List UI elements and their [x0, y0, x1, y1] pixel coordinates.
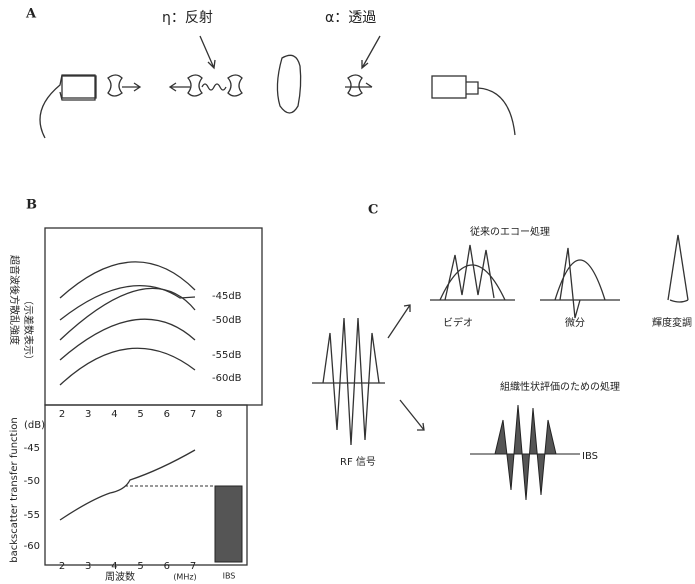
- x-tick-label: 4: [111, 561, 117, 572]
- x-tick-label: 5: [137, 561, 143, 572]
- y-axis-label: 超音波後方散乱強度: [8, 255, 21, 345]
- x-axis-label: 周波数: [105, 570, 135, 583]
- heading: 組織性状評価のための処理: [500, 380, 620, 393]
- caption: ビデオ: [443, 316, 473, 329]
- x-tick-label: 3: [85, 561, 91, 572]
- curve-label: -45dB: [212, 291, 242, 302]
- y-axis-label: backscatter transfer function: [9, 417, 20, 562]
- x-tick-label: 6: [164, 409, 170, 420]
- y-tick-label: -60: [24, 541, 40, 552]
- caption: 輝度変調: [652, 316, 692, 329]
- waveforms: [312, 235, 688, 445]
- x-axis-unit: (MHz): [173, 573, 196, 582]
- reflection-label: η：反射: [162, 10, 213, 26]
- ibs-bar: [215, 486, 242, 562]
- ibs-waveform: [490, 405, 556, 500]
- caption: 微分: [565, 316, 585, 329]
- transmission-label: α：透過: [325, 10, 376, 26]
- y-axis-sublabel: （示差数表示）: [22, 295, 35, 365]
- curve-label: -60dB: [212, 373, 242, 384]
- x-tick-label: 5: [137, 409, 143, 420]
- y-tick-label: -55: [24, 510, 40, 521]
- panel-label: A: [25, 7, 37, 22]
- x-ticks: 2 3 4 5 6 7 8: [59, 409, 223, 420]
- x-tick-label: 8: [216, 409, 222, 420]
- caption: IBS: [582, 451, 598, 462]
- x-ticks: 2 3 4 5 6 7: [59, 561, 196, 572]
- transducer-diagram: [40, 36, 515, 138]
- figure: A η：反射 α：透過 B 超音波後方散乱強度 （示差数表示） -45dB -5…: [0, 0, 695, 584]
- x-tick-label: 2: [59, 561, 65, 572]
- y-tick-label: -45: [24, 443, 40, 454]
- heading: 従来のエコー処理: [470, 225, 550, 238]
- caption: RF 信号: [340, 456, 376, 468]
- x-tick-label: 2: [59, 409, 65, 420]
- curve: [60, 450, 195, 520]
- x-tick-label: 3: [85, 409, 91, 420]
- y-tick-label: -50: [24, 476, 40, 487]
- unit-label: (dB): [24, 420, 45, 431]
- x-tick-label: 7: [190, 561, 196, 572]
- bar-label: IBS: [223, 572, 236, 581]
- page: {"panel_a": {"label": "A", "reflection":…: [0, 0, 695, 584]
- curve-label: -55dB: [212, 350, 242, 361]
- panel-label: C: [368, 203, 378, 218]
- curve-label: -50dB: [212, 315, 242, 326]
- x-tick-label: 7: [190, 409, 196, 420]
- curves: [60, 262, 195, 385]
- x-tick-label: 4: [111, 409, 117, 420]
- panel-label: B: [26, 198, 37, 213]
- x-tick-label: 6: [164, 561, 170, 572]
